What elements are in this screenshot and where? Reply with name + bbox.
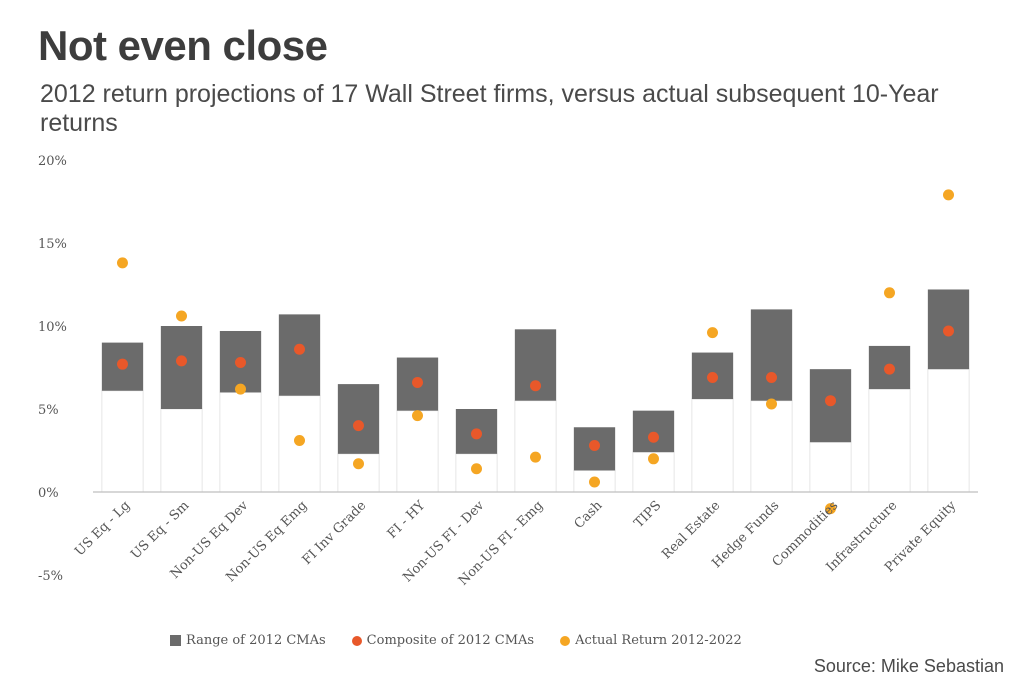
composite-point xyxy=(530,380,541,392)
actual-point xyxy=(530,451,541,463)
chart-subtitle: 2012 return projections of 17 Wall Stree… xyxy=(40,80,939,137)
range-swatch xyxy=(170,635,181,646)
actual-point xyxy=(648,453,659,465)
composite-point xyxy=(176,355,187,367)
composite-point xyxy=(353,420,364,432)
composite-point xyxy=(707,371,718,383)
range-base-bar xyxy=(219,391,262,493)
category-label: Cash xyxy=(572,498,606,532)
actual-point xyxy=(176,310,187,322)
composite-point xyxy=(648,431,659,443)
actual-point xyxy=(943,189,954,201)
y-tick-label: 10% xyxy=(38,320,67,335)
actual-point xyxy=(766,398,777,410)
actual-point xyxy=(825,503,836,515)
category-label: TIPS xyxy=(631,498,664,531)
range-base-bar xyxy=(691,398,734,493)
range-base-bar xyxy=(809,441,852,493)
composite-point xyxy=(825,395,836,407)
y-tick-label: 20% xyxy=(38,154,67,169)
actual-point xyxy=(884,287,895,299)
composite-point xyxy=(235,357,246,369)
range-bar xyxy=(278,314,321,396)
range-base-bar xyxy=(396,410,439,493)
legend-item-actual: Actual Return 2012-2022 xyxy=(560,633,742,648)
actual-point xyxy=(471,463,482,475)
category-label: Real Estate xyxy=(659,498,723,562)
actual-dots xyxy=(117,189,954,515)
actual-point xyxy=(117,257,128,269)
legend-label-composite: Composite of 2012 CMAs xyxy=(366,633,535,648)
legend: Range of 2012 CMAs Composite of 2012 CMA… xyxy=(170,633,742,648)
category-label: FI - HY xyxy=(385,498,429,542)
range-bar xyxy=(160,326,203,409)
actual-point xyxy=(294,435,305,447)
y-axis-ticks: -5% 0% 5% 10% 15% 20% xyxy=(38,154,67,584)
y-tick-label: 5% xyxy=(38,403,59,418)
range-base-bar xyxy=(750,400,793,493)
range-base-bar xyxy=(160,408,203,493)
composite-point xyxy=(117,358,128,370)
actual-point xyxy=(235,383,246,395)
composite-point xyxy=(943,325,954,337)
actual-point xyxy=(589,476,600,488)
range-bar xyxy=(750,309,793,401)
actual-point xyxy=(353,458,364,470)
legend-item-composite: Composite of 2012 CMAs xyxy=(351,633,535,648)
range-bar xyxy=(337,384,380,454)
actual-point xyxy=(707,327,718,339)
category-label: US Eq - Sm xyxy=(128,498,192,562)
range-base-bar xyxy=(514,400,557,493)
composite-dots xyxy=(117,325,954,452)
range-base-bar xyxy=(101,390,144,493)
composite-swatch xyxy=(351,635,362,646)
actual-point xyxy=(412,410,423,422)
chart-title: Not even close xyxy=(38,22,328,69)
y-tick-label: -5% xyxy=(38,569,63,584)
composite-point xyxy=(884,363,895,375)
actual-swatch xyxy=(560,635,571,646)
composite-point xyxy=(294,343,305,355)
composite-point xyxy=(412,376,423,388)
legend-item-range: Range of 2012 CMAs xyxy=(170,633,326,648)
range-bar xyxy=(632,410,675,453)
legend-label-range: Range of 2012 CMAs xyxy=(186,633,326,648)
composite-point xyxy=(589,440,600,452)
range-bars xyxy=(101,289,970,493)
composite-point xyxy=(766,371,777,383)
category-label: US Eq - Lg xyxy=(72,498,133,559)
y-tick-label: 15% xyxy=(38,237,67,252)
legend-label-actual: Actual Return 2012-2022 xyxy=(575,633,742,648)
source-note: Source: Mike Sebastian xyxy=(813,656,1004,676)
range-base-bar xyxy=(868,388,911,493)
category-label: FI Inv Grade xyxy=(300,498,370,568)
range-base-bar xyxy=(927,368,970,493)
y-tick-label: 0% xyxy=(38,486,59,501)
composite-point xyxy=(471,428,482,440)
